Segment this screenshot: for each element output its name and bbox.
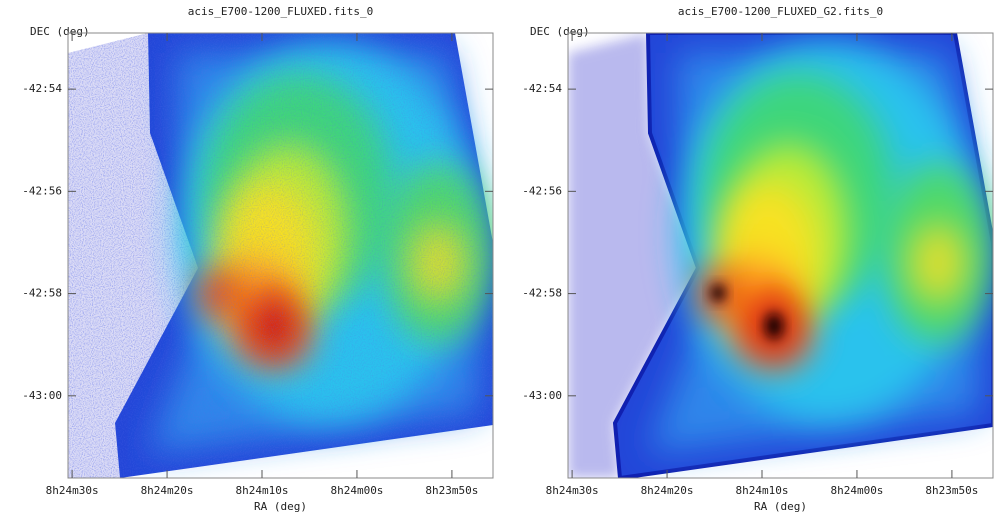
y-tick-label: -42:54 bbox=[22, 82, 62, 95]
y-axis-label: DEC (deg) bbox=[530, 25, 590, 38]
y-tick-label: -43:00 bbox=[522, 389, 562, 402]
sky-image bbox=[568, 33, 993, 478]
y-tick-label: -43:00 bbox=[22, 389, 62, 402]
chart-title: acis_E700-1200_FLUXED_G2.fits_0 bbox=[678, 5, 883, 18]
y-tick-label: -42:54 bbox=[522, 82, 562, 95]
plot-area bbox=[68, 33, 493, 478]
y-tick-label: -42:58 bbox=[22, 287, 62, 300]
plot-frame bbox=[567, 32, 994, 479]
chart-title: acis_E700-1200_FLUXED.fits_0 bbox=[188, 5, 373, 18]
emission-blob bbox=[910, 223, 966, 303]
core bbox=[765, 313, 783, 339]
y-tick-label: -42:56 bbox=[22, 184, 62, 197]
x-axis-label: RA (deg) bbox=[254, 500, 307, 513]
x-tick-label: 8h24m00s bbox=[330, 484, 383, 497]
x-tick-label: 8h23m50s bbox=[425, 484, 478, 497]
x-tick-label: 8h24m30s bbox=[546, 484, 599, 497]
x-tick-label: 8h24m10s bbox=[736, 484, 789, 497]
x-tick-label: 8h24m20s bbox=[141, 484, 194, 497]
x-axis-label: RA (deg) bbox=[754, 500, 807, 513]
plot-area bbox=[568, 33, 993, 478]
x-tick-label: 8h24m20s bbox=[641, 484, 694, 497]
noise bbox=[68, 33, 198, 478]
emission bbox=[648, 43, 993, 453]
plot-frame bbox=[67, 32, 494, 479]
sparse-region bbox=[568, 33, 698, 478]
y-tick-label: -42:58 bbox=[522, 287, 562, 300]
x-tick-label: 8h24m10s bbox=[236, 484, 289, 497]
x-tick-label: 8h24m00s bbox=[830, 484, 883, 497]
sky-image bbox=[68, 33, 493, 478]
y-tick-label: -42:56 bbox=[522, 184, 562, 197]
y-axis-label: DEC (deg) bbox=[30, 25, 90, 38]
x-tick-label: 8h23m50s bbox=[925, 484, 978, 497]
noise bbox=[115, 33, 493, 478]
core bbox=[710, 284, 726, 302]
x-tick-label: 8h24m30s bbox=[46, 484, 99, 497]
